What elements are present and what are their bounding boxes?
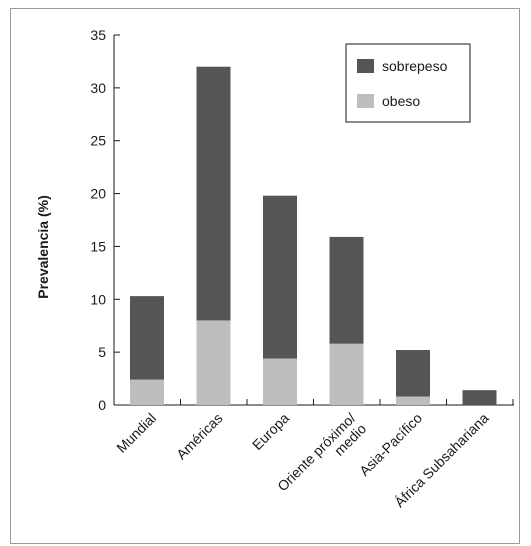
x-axis — [113, 399, 514, 406]
bar-obeso-1 — [196, 320, 231, 405]
chart-frame — [10, 8, 520, 544]
bar-sobrepeso-0 — [130, 296, 164, 380]
x-tick-label: Europa — [249, 410, 292, 453]
y-tick-label: 0 — [98, 397, 106, 413]
y-axis-label: Prevalencia (%) — [35, 195, 51, 299]
bar-sobrepeso-2 — [263, 195, 297, 359]
bar-obeso-4 — [396, 396, 430, 405]
bar-sobrepeso-4 — [396, 350, 430, 397]
legend: sobrepeso obeso — [345, 43, 471, 123]
y-tick-label: 15 — [90, 238, 106, 254]
x-tick-label: Asia-Pacífico — [356, 410, 425, 479]
legend-swatch-obeso — [357, 94, 374, 108]
legend-label-obeso: obeso — [382, 93, 420, 109]
legend-box — [345, 43, 471, 123]
y-tick-label: 35 — [90, 27, 106, 43]
bar-obeso-3 — [329, 343, 364, 405]
bar-sobrepeso-3 — [329, 236, 364, 344]
y-tick-label: 25 — [90, 133, 106, 149]
x-tick-label: Mundial — [113, 410, 159, 456]
bar-sobrepeso-1 — [196, 66, 231, 321]
legend-label-sobrepeso: sobrepeso — [382, 58, 448, 74]
bar-obeso-0 — [130, 379, 164, 405]
bars — [130, 66, 497, 405]
y-tick-label: 20 — [90, 186, 106, 202]
bar-sobrepeso-5 — [462, 390, 497, 405]
y-tick-label: 5 — [98, 344, 106, 360]
y-axis: 0 5 10 15 20 25 30 35 — [90, 27, 120, 413]
x-tick-label: Américas — [173, 410, 226, 463]
y-tick-label: 30 — [90, 80, 106, 96]
legend-swatch-sobrepeso — [357, 59, 374, 73]
y-tick-label: 10 — [90, 291, 106, 307]
bar-obeso-2 — [263, 358, 297, 405]
